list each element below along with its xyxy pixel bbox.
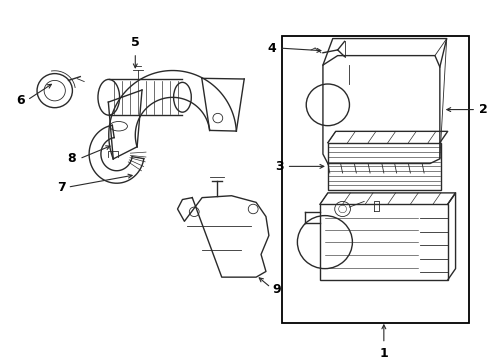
- Text: 2: 2: [478, 103, 487, 116]
- Text: 8: 8: [67, 152, 76, 165]
- Text: 3: 3: [274, 160, 283, 173]
- Bar: [327, 143, 440, 190]
- Text: 4: 4: [266, 41, 275, 54]
- Text: 1: 1: [379, 347, 387, 360]
- Text: 6: 6: [17, 94, 25, 107]
- Bar: [319, 204, 447, 280]
- Bar: [281, 36, 468, 323]
- Text: 5: 5: [131, 36, 140, 49]
- Text: 9: 9: [272, 283, 281, 296]
- Text: 7: 7: [57, 181, 65, 194]
